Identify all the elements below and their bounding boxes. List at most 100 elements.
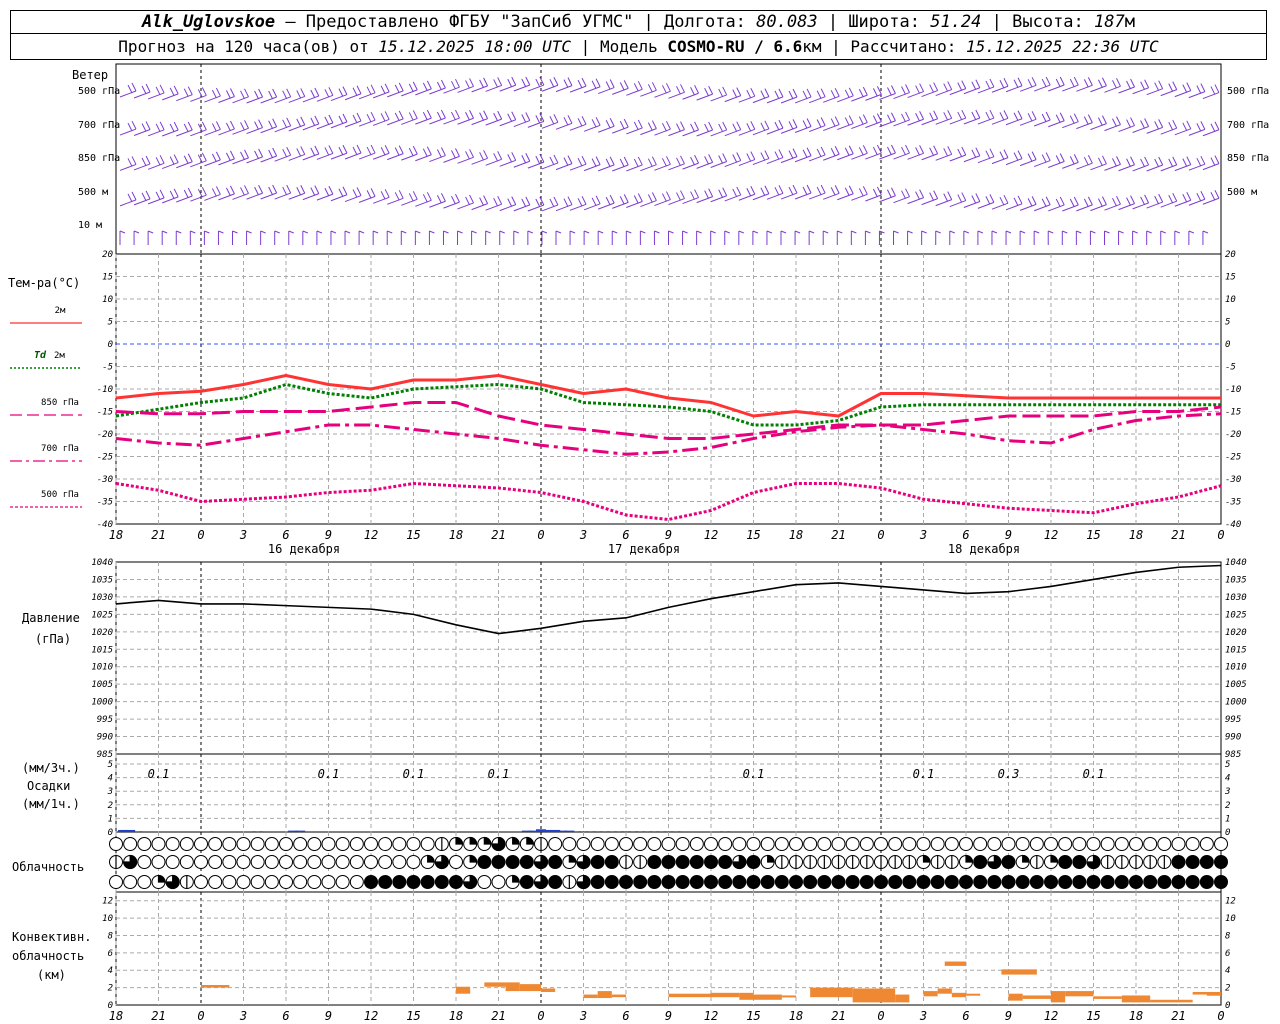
- wind-barb: [176, 94, 193, 102]
- wind-barb: [710, 161, 727, 168]
- wind-barb-flag: [1214, 155, 1220, 164]
- wind-barb-flag: [816, 186, 822, 196]
- wind-barb-flag: [848, 87, 854, 97]
- wind-barb: [598, 202, 615, 210]
- wind-barb-flag: [915, 191, 921, 200]
- wind-barb-flag: [226, 90, 231, 99]
- wind-barb-flag: [131, 191, 137, 201]
- altitude-unit: м: [1124, 12, 1135, 32]
- wind-barb-flag: [244, 88, 249, 98]
- wind-barb: [1090, 85, 1107, 93]
- temp-tick-right: 0: [1225, 340, 1230, 350]
- wind-barb: [274, 192, 291, 200]
- cloud-symbol: [335, 875, 350, 889]
- wind-barb-flag: [258, 119, 264, 128]
- wind-barb-flag: [384, 189, 390, 198]
- precip-bar: [677, 831, 688, 832]
- cloud-symbol: [874, 837, 888, 851]
- wind-barb: [808, 154, 826, 162]
- wind-barb-flag: [623, 194, 629, 203]
- wind-barb-flag: [159, 84, 165, 94]
- cloud-symbol: [902, 875, 917, 889]
- wind-barb: [147, 129, 165, 137]
- cloud-symbol: [619, 875, 633, 889]
- wind-barb-flag: [834, 88, 840, 97]
- cloud-symbol: [335, 837, 350, 851]
- conv-tick-right: 8: [1225, 931, 1230, 941]
- wind-barb-flag: [778, 119, 784, 129]
- wind-barb-flag: [436, 111, 442, 121]
- wind-barb: [274, 125, 291, 133]
- wind-barb-flag: [1196, 157, 1202, 167]
- wind-level-right: 500 м: [1227, 187, 1257, 198]
- wind-barb: [541, 162, 559, 170]
- wind-barb-flag: [764, 150, 770, 159]
- wind-barb: [358, 152, 376, 160]
- wind-barb-flag: [159, 121, 165, 131]
- wind-barb-flag: [1013, 197, 1019, 207]
- wind-barb-flag: [183, 88, 189, 97]
- wind-barb: [654, 128, 671, 136]
- wind-barb-flag: [1019, 230, 1026, 234]
- wind-barb-flag: [690, 87, 696, 96]
- wind-barb-flag: [187, 187, 193, 197]
- precip-amount-label: 0.3: [998, 767, 1020, 781]
- day-label: 18 декабря: [948, 542, 1020, 556]
- wind-barb-flag: [1160, 230, 1166, 234]
- wind-barb-flag: [718, 189, 724, 198]
- wind-barb-flag: [398, 110, 404, 120]
- wind-barb: [738, 95, 755, 103]
- wind-barb-flag: [961, 146, 967, 156]
- wind-barb-flag: [1118, 230, 1124, 234]
- wind-barb-flag: [384, 83, 390, 93]
- wind-barb-flag: [577, 118, 583, 127]
- wind-barb-flag: [690, 123, 696, 133]
- wind-barb-flag: [844, 147, 850, 156]
- wind-barb-flag: [999, 196, 1005, 206]
- prec-tick-right: 5: [1225, 760, 1230, 770]
- wind-barb-flag: [451, 195, 456, 205]
- wind-barb-flag: [535, 155, 541, 165]
- wind-barb: [851, 122, 868, 130]
- convective-layer: [201, 961, 1221, 1003]
- wind-barb: [457, 117, 474, 125]
- wind-barb-flag: [155, 123, 161, 133]
- wind-barb: [1202, 92, 1220, 100]
- wind-barb-flag: [1158, 193, 1164, 203]
- wind-barb: [218, 193, 235, 201]
- precip-bar: [578, 831, 589, 832]
- cloud-symbol: [449, 875, 463, 889]
- wind-barb-flag: [549, 198, 555, 208]
- wind-barb-flag: [1210, 86, 1216, 95]
- wind-barb-flag: [563, 157, 569, 166]
- bottom-hour-label: 12: [704, 1009, 718, 1023]
- prec-tick-right: 2: [1225, 801, 1230, 811]
- wind-barb-flag: [943, 148, 949, 157]
- wind-barb-flag: [469, 149, 474, 158]
- wind-barb: [752, 128, 770, 136]
- wind-barb-flag: [1101, 196, 1107, 205]
- wind-barb: [766, 157, 784, 165]
- wind-barb-flag: [272, 118, 278, 127]
- cloud-symbol: [406, 855, 421, 869]
- wind-barb-flag: [1126, 119, 1131, 128]
- cloud-symbol: [1171, 855, 1186, 869]
- wind-barb-flag: [268, 120, 274, 129]
- wind-barb-flag: [356, 112, 362, 122]
- wind-barb-flag: [1041, 113, 1047, 123]
- cloud-symbol: [151, 837, 166, 851]
- convective-segment: [810, 987, 853, 998]
- wind-barb: [457, 202, 474, 210]
- wind-barb-flag: [1069, 156, 1075, 165]
- wind-barb: [1202, 197, 1220, 205]
- wind-barb-flag: [1130, 156, 1135, 165]
- cloud-symbol: [137, 855, 152, 869]
- wind-barb-flag: [764, 88, 770, 97]
- wind-barb: [288, 124, 305, 132]
- prec-tick-right: 0: [1225, 828, 1230, 838]
- wind-barb-flag: [891, 187, 896, 197]
- wind-barb: [218, 96, 235, 103]
- temp-tick-right: 15: [1225, 273, 1236, 283]
- conv-tick-left: 4: [108, 966, 113, 976]
- wind-barb: [415, 199, 432, 207]
